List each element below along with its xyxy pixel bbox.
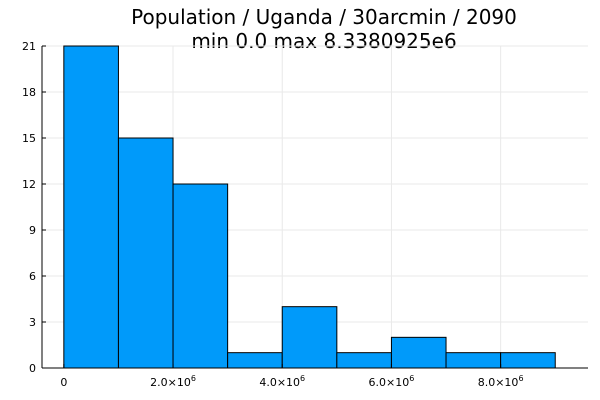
histogram-bar xyxy=(336,352,392,369)
y-tick-label: 15 xyxy=(22,132,36,145)
histogram-bar xyxy=(500,352,556,369)
chart-subtitle: min 0.0 max 8.3380925e6 xyxy=(191,29,456,53)
axes xyxy=(41,46,588,369)
y-tick-label: 0 xyxy=(29,362,36,375)
x-tick-label: 8.0×106 xyxy=(478,374,524,389)
histogram-bar xyxy=(63,45,119,369)
y-tick-label: 6 xyxy=(29,270,36,283)
y-tick-label: 12 xyxy=(22,178,36,191)
y-tick-label: 21 xyxy=(22,40,36,53)
y-tick-label: 18 xyxy=(22,86,36,99)
histogram-bar xyxy=(117,137,174,369)
y-axis-ticks: 0 3 6 9 12 15 18 21 xyxy=(22,40,46,375)
y-tick-label: 3 xyxy=(29,316,36,329)
x-tick-label: 2.0×106 xyxy=(150,374,196,389)
x-tick-label: 4.0×106 xyxy=(259,374,305,389)
x-axis-ticks: 0 2.0×106 4.0×106 6.0×106 8.0×106 xyxy=(60,364,524,389)
histogram-bar xyxy=(445,352,502,369)
histogram-bar xyxy=(390,336,447,369)
x-tick-label: 6.0×106 xyxy=(369,374,415,389)
histogram-bar xyxy=(172,183,229,369)
y-tick-label: 9 xyxy=(29,224,36,237)
x-tick-label: 0 xyxy=(60,376,67,389)
histogram-bars xyxy=(63,45,556,369)
histogram-bar xyxy=(227,352,283,369)
chart-title: Population / Uganda / 30arcmin / 2090 xyxy=(131,5,517,29)
histogram-bar xyxy=(281,306,338,369)
